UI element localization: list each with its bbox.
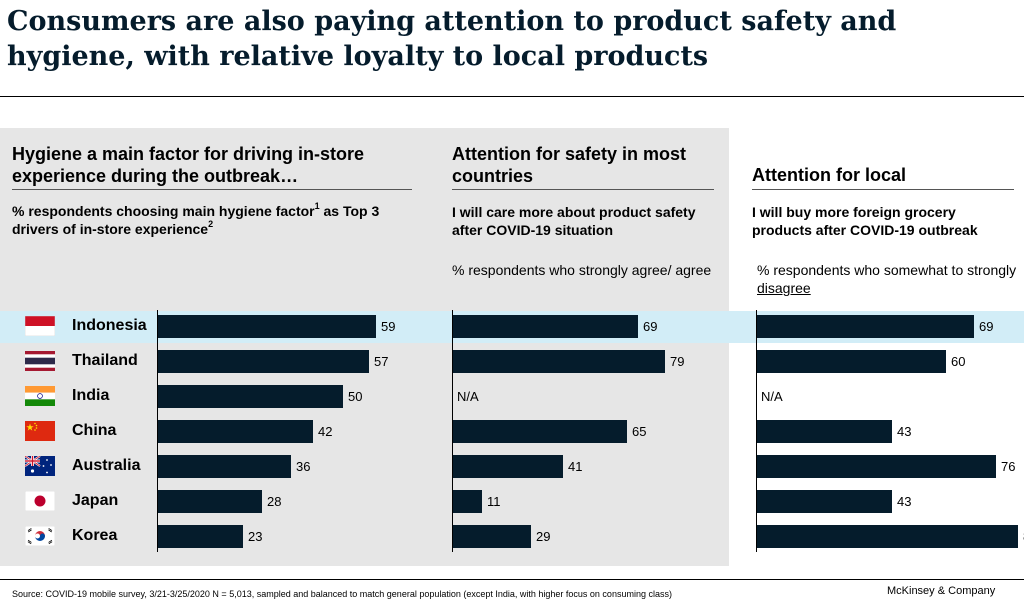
hygiene-heading-divider bbox=[12, 189, 412, 190]
thailand-flag bbox=[25, 351, 55, 371]
local-value-label: 60 bbox=[951, 354, 966, 369]
hygiene-axis-line bbox=[157, 310, 158, 552]
country-label: Korea bbox=[72, 527, 118, 544]
china-flag bbox=[25, 421, 55, 441]
safety-bar bbox=[453, 455, 563, 478]
local-value-label: N/A bbox=[761, 389, 783, 404]
safety-value-label: 69 bbox=[643, 319, 658, 334]
local-heading-divider bbox=[752, 189, 1014, 190]
safety-heading-divider bbox=[452, 189, 714, 190]
local-bar bbox=[757, 525, 1018, 548]
page-title: Consumers are also paying attention to p… bbox=[7, 6, 897, 72]
hygiene-description: % respondents choosing main hygiene fact… bbox=[12, 201, 380, 238]
hygiene-bar bbox=[158, 455, 291, 478]
hygiene-bar bbox=[158, 315, 376, 338]
korea-flag bbox=[25, 526, 55, 546]
safety-description: I will care more about product safety af… bbox=[452, 204, 696, 238]
safety-value-label: 79 bbox=[670, 354, 685, 369]
local-value-label: 43 bbox=[897, 424, 912, 439]
local-bar bbox=[757, 490, 892, 513]
country-label: Australia bbox=[72, 457, 141, 474]
safety-value-label: 11 bbox=[487, 494, 501, 509]
country-label: Indonesia bbox=[72, 317, 147, 334]
japan-flag bbox=[25, 491, 55, 511]
country-label: Thailand bbox=[72, 352, 138, 369]
country-label: China bbox=[72, 422, 117, 439]
hygiene-bar bbox=[158, 490, 262, 513]
local-bar bbox=[757, 315, 974, 338]
safety-bar bbox=[453, 350, 665, 373]
safety-value-label: 41 bbox=[568, 459, 583, 474]
hygiene-panel-background bbox=[0, 128, 729, 566]
safety-note: % respondents who strongly agree/ agree bbox=[452, 262, 712, 278]
title-divider bbox=[0, 96, 1024, 97]
local-description: I will buy more foreign grocery products… bbox=[752, 204, 978, 238]
source-note: Source: COVID-19 mobile survey, 3/21-3/2… bbox=[12, 589, 672, 599]
safety-bar bbox=[453, 315, 638, 338]
brand-label: McKinsey & Company bbox=[887, 585, 996, 597]
safety-bar bbox=[453, 525, 531, 548]
hygiene-bar bbox=[158, 350, 369, 373]
footer-divider bbox=[0, 579, 1024, 580]
country-label: India bbox=[72, 387, 110, 404]
local-bar bbox=[757, 455, 996, 478]
hygiene-panel-heading: Hygiene a main factor for driving in-sto… bbox=[12, 144, 365, 186]
safety-value-label: 65 bbox=[632, 424, 647, 439]
hygiene-bar bbox=[158, 420, 313, 443]
hygiene-bar bbox=[158, 525, 243, 548]
safety-value-label: N/A bbox=[457, 389, 479, 404]
indonesia-flag bbox=[25, 316, 55, 336]
hygiene-value-label: 50 bbox=[348, 389, 363, 404]
safety-bar bbox=[453, 490, 482, 513]
local-value-label: 69 bbox=[979, 319, 994, 334]
hygiene-value-label: 28 bbox=[267, 494, 282, 509]
local-axis-line bbox=[756, 310, 757, 552]
country-label: Japan bbox=[72, 492, 119, 509]
hygiene-value-label: 42 bbox=[318, 424, 333, 439]
hygiene-value-label: 59 bbox=[381, 319, 396, 334]
local-bar bbox=[757, 350, 946, 373]
safety-bar bbox=[453, 420, 627, 443]
hygiene-bar bbox=[158, 385, 343, 408]
local-bar bbox=[757, 420, 892, 443]
hygiene-value-label: 36 bbox=[296, 459, 311, 474]
local-value-label: 76 bbox=[1001, 459, 1016, 474]
safety-value-label: 29 bbox=[536, 529, 551, 544]
local-value-label: 43 bbox=[897, 494, 912, 509]
australia-flag bbox=[25, 456, 55, 476]
india-flag bbox=[25, 386, 55, 406]
safety-axis-line bbox=[452, 310, 453, 552]
safety-panel-heading: Attention for safety in most countries bbox=[452, 144, 687, 186]
hygiene-value-label: 57 bbox=[374, 354, 389, 369]
hygiene-value-label: 23 bbox=[248, 529, 263, 544]
local-panel-heading: Attention for local bbox=[752, 165, 906, 185]
local-note: % respondents who somewhat to strongly d… bbox=[757, 262, 1017, 296]
